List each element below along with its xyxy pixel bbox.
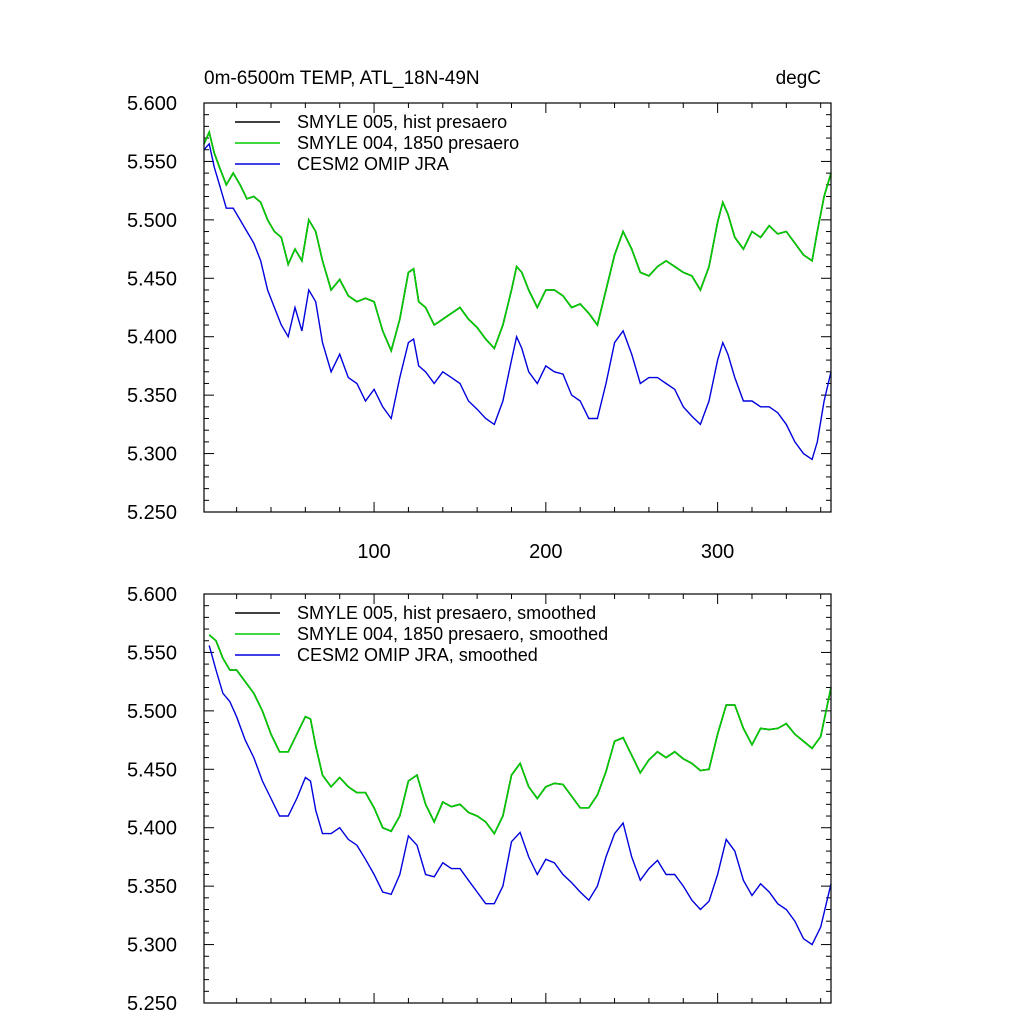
x-axis-labels: 100 200 300 [357,541,734,563]
y-tick-label: 5.500 [127,210,177,232]
legend-label: CESM2 OMIP JRA [297,154,449,174]
series-line-omip [203,142,832,461]
legend-label: SMYLE 005, hist presaero [297,112,507,132]
legend-label: SMYLE 004, 1850 presaero [297,133,519,153]
series-line-1850-smoothed [208,634,832,836]
plot-frame [203,593,832,1004]
y-tick-label: 5.350 [127,385,177,407]
y-tick-label: 5.300 [127,935,177,957]
x-tick-label: 300 [701,541,734,563]
x-tick-label: 200 [529,541,562,563]
legend-label: CESM2 OMIP JRA, smoothed [297,645,538,665]
y-tick-label: 5.300 [127,444,177,466]
y-tick-label: 5.400 [127,818,177,840]
y-tick-label: 5.450 [127,268,177,290]
y-tick-label: 5.250 [127,502,177,524]
legend-label: SMYLE 005, hist presaero, smoothed [297,603,596,623]
legend-label: SMYLE 004, 1850 presaero, smoothed [297,624,608,644]
x-tick-label: 100 [357,541,390,563]
plot-frame [203,102,832,513]
legend: SMYLE 005, hist presaero SMYLE 004, 1850… [235,112,519,174]
bottom-panel: 5.250 5.300 5.350 5.400 5.450 5.500 5.55… [127,584,832,1015]
legend: SMYLE 005, hist presaero, smoothed SMYLE… [235,603,608,665]
y-axis-labels: 5.250 5.300 5.350 5.400 5.450 5.500 5.55… [127,584,177,1015]
axis-ticks [204,102,831,513]
y-tick-label: 5.450 [127,759,177,781]
series-line-omip-smoothed [208,645,832,946]
y-axis-labels: 5.250 5.300 5.350 5.400 5.450 5.500 5.55… [127,93,177,524]
axis-ticks [204,593,831,1004]
y-tick-label: 5.500 [127,701,177,723]
y-tick-label: 5.350 [127,876,177,898]
chart-title: 0m-6500m TEMP, ATL_18N-49N [204,68,480,89]
y-tick-label: 5.250 [127,993,177,1015]
series-lines [203,129,832,461]
chart-units: degC [776,68,821,89]
series-lines [208,634,832,946]
y-tick-label: 5.550 [127,151,177,173]
y-tick-label: 5.600 [127,93,177,115]
y-tick-label: 5.600 [127,584,177,606]
y-tick-label: 5.550 [127,642,177,664]
y-tick-label: 5.400 [127,327,177,349]
series-line-1850 [203,129,832,354]
top-panel: 0m-6500m TEMP, ATL_18N-49N degC 5.250 5.… [127,68,832,563]
